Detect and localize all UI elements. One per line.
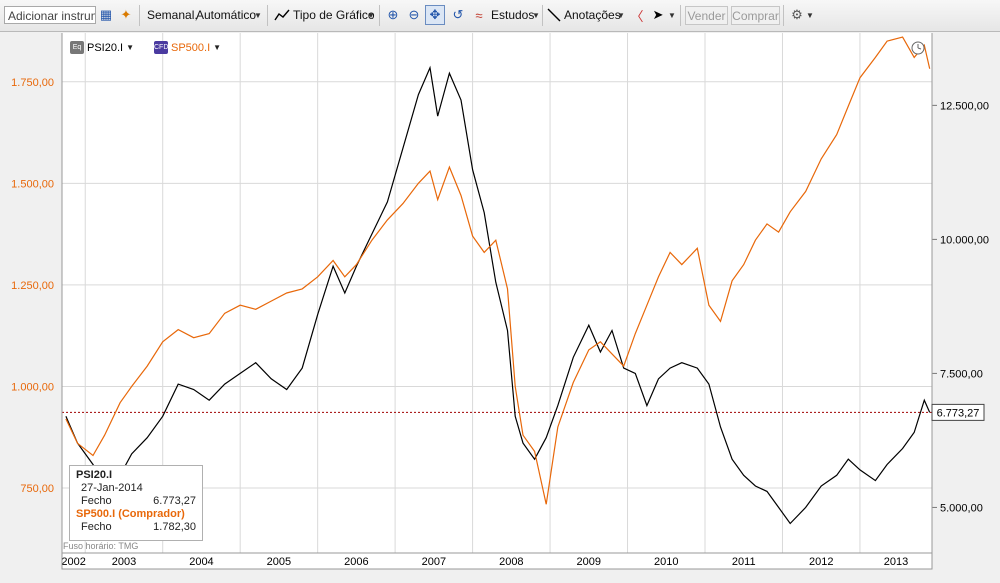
zoom-out-icon[interactable]: ⊖ xyxy=(408,7,420,22)
add-study-icon[interactable]: ✦ xyxy=(120,7,132,22)
left-tick-label: 750,00 xyxy=(20,483,54,495)
toolbar-divider xyxy=(139,5,140,26)
tooltip-label-2: Fecho xyxy=(81,521,112,533)
chevron-down-icon[interactable]: ▼ xyxy=(617,11,625,20)
reset-icon[interactable]: ↺ xyxy=(452,7,464,22)
x-tick-label: 2006 xyxy=(344,556,368,568)
left-tick-label: 1.750,00 xyxy=(11,77,54,89)
sell-button[interactable]: Vender xyxy=(685,6,728,25)
chevron-down-icon[interactable]: ▼ xyxy=(532,11,540,20)
clock-icon[interactable] xyxy=(911,41,925,55)
x-tick-label: 2011 xyxy=(732,556,756,568)
buy-button[interactable]: Comprar xyxy=(731,6,780,25)
line-chart-icon[interactable] xyxy=(272,5,292,25)
legend-psi-label: PSI20.I xyxy=(87,41,124,54)
right-tick-label: 5.000,00 xyxy=(940,502,983,514)
tooltip-title: PSI20.I xyxy=(76,469,113,481)
right-axis: 5.000,00 7.500,00 10.000,00 12.500,00 xyxy=(932,100,989,514)
toolbar: Adicionar instrume ▦ ✦ Semanal, Automáti… xyxy=(0,0,1000,32)
studies-icon[interactable]: ≈ xyxy=(475,7,483,23)
x-tick-label: 2009 xyxy=(577,556,601,568)
left-tick-label: 1.250,00 xyxy=(11,280,54,292)
cursor-icon[interactable]: ➤ xyxy=(652,7,664,22)
eraser-icon[interactable]: 〈 xyxy=(630,8,644,24)
x-tick-label: 2012 xyxy=(809,556,833,568)
legend-psi[interactable]: Eq PSI20.I ▼ xyxy=(70,41,134,54)
chevron-down-icon[interactable]: ▼ xyxy=(126,43,134,52)
left-axis: 750,00 1.000,00 1.250,00 1.500,00 1.750,00 xyxy=(11,77,54,495)
toolbar-divider xyxy=(783,5,784,26)
series-line-psi20-i xyxy=(65,65,931,525)
x-tick-label: 2002 xyxy=(61,556,85,568)
tooltip-value: 6.773,27 xyxy=(153,495,196,507)
tooltip-value-2: 1.782,30 xyxy=(153,521,196,533)
x-tick-label: 2007 xyxy=(422,556,446,568)
settings-icon[interactable]: ⚙ xyxy=(791,7,803,22)
instrument-list-icon[interactable]: ▦ xyxy=(99,7,113,22)
chevron-down-icon[interactable]: ▼ xyxy=(806,11,814,20)
x-tick-label: 2008 xyxy=(499,556,523,568)
series-line-sp500-i xyxy=(65,36,931,505)
toolbar-divider xyxy=(680,5,681,26)
legend-sp[interactable]: CFD SP500.I ▼ xyxy=(154,41,221,54)
x-tick-label: 2005 xyxy=(267,556,291,568)
instrument-input[interactable]: Adicionar instrume xyxy=(4,6,96,24)
tooltip-date: 27-Jan-2014 xyxy=(81,482,143,494)
scale-select[interactable]: Automático xyxy=(196,8,257,22)
toolbar-divider xyxy=(267,5,268,26)
studies-menu[interactable]: Estudos xyxy=(491,8,535,22)
tooltip-label: Fecho xyxy=(81,495,112,507)
toolbar-divider xyxy=(542,5,543,26)
last-value-tag: 6.773,27 xyxy=(931,403,985,421)
series-lines xyxy=(65,36,931,525)
annotations-menu[interactable]: Anotações xyxy=(564,8,621,22)
x-tick-label: 2013 xyxy=(884,556,908,568)
tooltip-row-2: Fecho 1.782,30 xyxy=(76,521,196,534)
right-tick-label: 7.500,00 xyxy=(940,368,983,380)
legend-sp-label: SP500.I xyxy=(171,41,211,54)
x-tick-label: 2003 xyxy=(112,556,136,568)
chevron-down-icon[interactable]: ▼ xyxy=(254,11,262,20)
right-tick-label: 10.000,00 xyxy=(940,234,989,246)
x-tick-label: 2004 xyxy=(189,556,213,568)
annotation-line-icon[interactable] xyxy=(544,5,564,25)
left-tick-label: 1.500,00 xyxy=(11,178,54,190)
chevron-down-icon[interactable]: ▼ xyxy=(367,11,375,20)
equity-icon: Eq xyxy=(70,41,84,54)
right-tick-label: 12.500,00 xyxy=(940,100,989,112)
toolbar-divider xyxy=(379,5,380,26)
left-tick-label: 1.000,00 xyxy=(11,381,54,393)
cfd-icon: CFD xyxy=(154,41,168,54)
data-tooltip: PSI20.I 27-Jan-2014 Fecho 6.773,27 SP500… xyxy=(69,465,203,541)
plot-area xyxy=(62,33,932,553)
chevron-down-icon[interactable]: ▼ xyxy=(668,11,676,20)
zoom-in-icon[interactable]: ⊕ xyxy=(387,7,399,22)
chart-type-menu[interactable]: Tipo de Gráfico xyxy=(293,8,375,22)
tooltip-title-2: SP500.I (Comprador) xyxy=(76,508,185,520)
x-axis-labels: 2002 2003 2004 2005 2006 2007 2008 2009 2010 2011… xyxy=(61,556,908,568)
last-value-text: 6.773,27 xyxy=(937,407,980,419)
chevron-down-icon[interactable]: ▼ xyxy=(213,43,222,52)
pan-icon[interactable]: ✥ xyxy=(425,5,445,25)
tooltip-row: Fecho 6.773,27 xyxy=(76,495,196,508)
period-select[interactable]: Semanal, xyxy=(147,8,198,22)
timezone-label: Fuso horário: TMG xyxy=(63,541,139,551)
x-tick-label: 2010 xyxy=(654,556,678,568)
